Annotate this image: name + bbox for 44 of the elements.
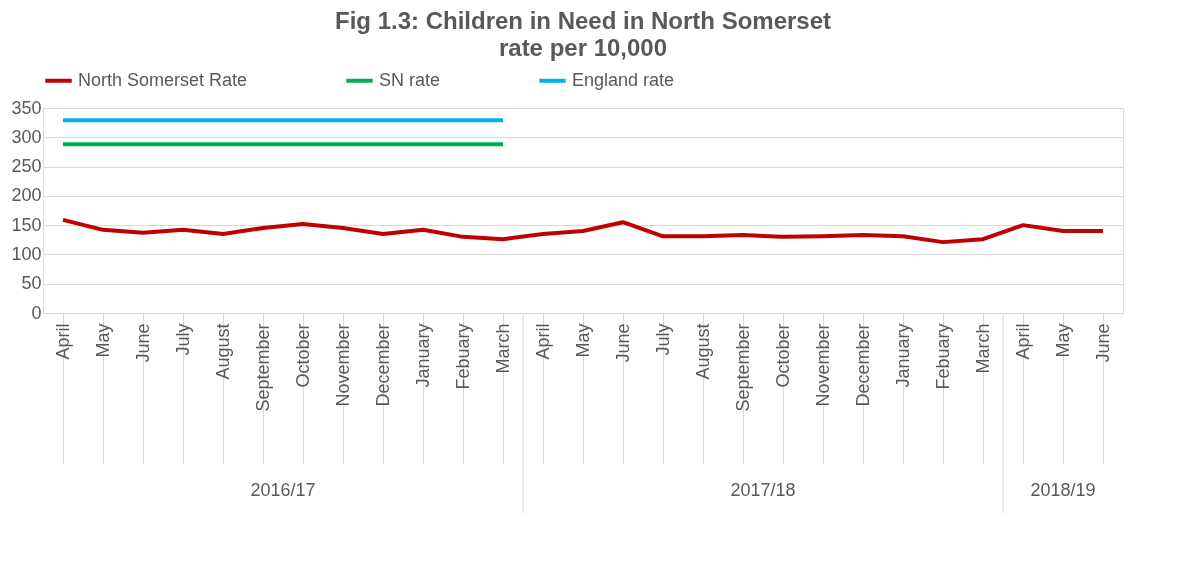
x-tick-label: September bbox=[252, 323, 273, 412]
text: 2016/17 bbox=[250, 480, 316, 500]
x-tick-label: December bbox=[372, 323, 393, 407]
y-tick-label: 200 bbox=[11, 185, 42, 206]
x-tick-label: October bbox=[772, 323, 793, 388]
x-tick-label: September bbox=[732, 323, 753, 412]
x-tick-label: January bbox=[892, 323, 913, 388]
legend-label: North Somerset Rate bbox=[78, 69, 248, 90]
x-tick-label: July bbox=[652, 323, 673, 356]
text: 2017/18 bbox=[730, 480, 796, 500]
y-tick-label: 0 bbox=[31, 302, 42, 323]
x-tick-label: August bbox=[692, 323, 713, 380]
y-tick-label: 50 bbox=[21, 273, 42, 294]
chart-subtitle: rate per 10,000 bbox=[498, 34, 668, 61]
x-tick-label: Febuary bbox=[452, 323, 473, 390]
x-tick-label: April bbox=[532, 323, 553, 360]
x-tick-label: July bbox=[172, 323, 193, 356]
x-tick-label: January bbox=[412, 323, 433, 388]
x-tick-label: June bbox=[612, 323, 633, 363]
y-tick-label: 150 bbox=[11, 214, 42, 235]
x-tick-label: June bbox=[132, 323, 153, 363]
x-tick-label: May bbox=[92, 323, 113, 358]
chart-title: Fig 1.3: Children in Need in North Somerset bbox=[334, 7, 832, 34]
x-tick-label: March bbox=[492, 323, 513, 374]
x-tick-label: May bbox=[1052, 323, 1073, 358]
x-tick-label: March bbox=[972, 323, 993, 374]
x-tick-label: May bbox=[572, 323, 593, 358]
y-tick-label: 250 bbox=[11, 156, 42, 177]
x-tick-label: November bbox=[812, 323, 833, 407]
x-tick-label: April bbox=[52, 323, 73, 360]
legend-label: England rate bbox=[572, 69, 675, 90]
y-tick-label: 300 bbox=[11, 126, 42, 147]
x-tick-label: June bbox=[1092, 323, 1113, 363]
x-tick-label: April bbox=[1012, 323, 1033, 360]
y-tick-label: 350 bbox=[11, 97, 42, 118]
x-tick-label: November bbox=[332, 323, 353, 407]
legend-label: SN rate bbox=[379, 69, 441, 90]
y-tick-label: 100 bbox=[11, 243, 42, 264]
x-tick-label: December bbox=[852, 323, 873, 407]
line-series bbox=[61, 217, 1105, 245]
text: 2018/19 bbox=[1030, 480, 1096, 500]
x-tick-label: August bbox=[212, 323, 233, 380]
x-tick-label: October bbox=[292, 323, 313, 388]
x-tick-label: Febuary bbox=[932, 323, 953, 390]
